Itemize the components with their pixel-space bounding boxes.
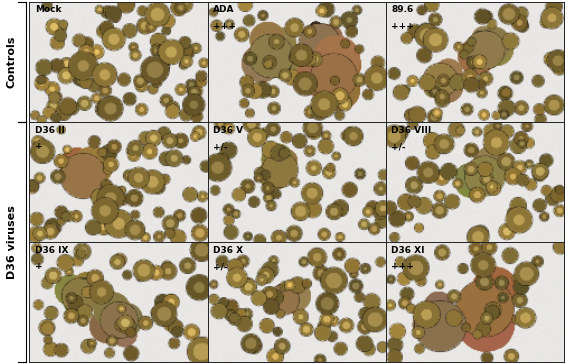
Text: +: + <box>35 142 43 151</box>
Text: D36 VIII: D36 VIII <box>391 126 431 135</box>
Text: D36 X: D36 X <box>213 246 243 255</box>
Text: +++: +++ <box>213 22 236 31</box>
Text: D36 II: D36 II <box>35 126 65 135</box>
Text: D36 V: D36 V <box>213 126 243 135</box>
Text: +: + <box>35 262 43 272</box>
Text: +++: +++ <box>391 262 414 272</box>
Text: Controls: Controls <box>7 36 17 88</box>
Text: D36 XI: D36 XI <box>391 246 425 255</box>
Text: +++: +++ <box>391 22 414 31</box>
Text: Mock: Mock <box>35 5 61 15</box>
Text: 89.6: 89.6 <box>391 5 413 15</box>
Text: +/-: +/- <box>213 142 228 151</box>
Text: +/-: +/- <box>391 142 406 151</box>
Text: D36 viruses: D36 viruses <box>7 205 17 279</box>
Text: D36 IX: D36 IX <box>35 246 69 255</box>
Text: +/-: +/- <box>213 262 228 272</box>
Text: ADA: ADA <box>213 5 235 15</box>
